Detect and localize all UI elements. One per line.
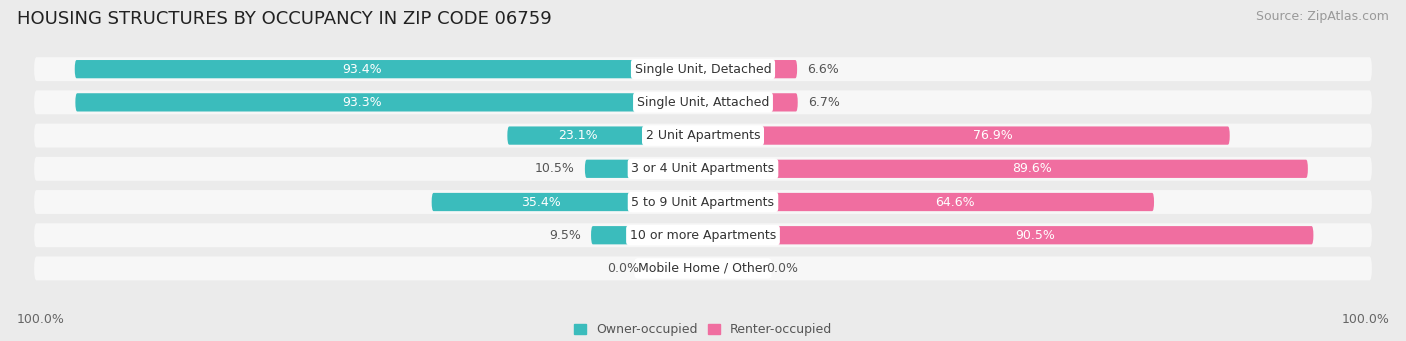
Text: 90.5%: 90.5% [1015, 229, 1054, 242]
Text: 35.4%: 35.4% [520, 195, 561, 208]
Text: 100.0%: 100.0% [17, 313, 65, 326]
Text: Source: ZipAtlas.com: Source: ZipAtlas.com [1256, 10, 1389, 23]
FancyBboxPatch shape [34, 90, 1372, 114]
FancyBboxPatch shape [591, 226, 650, 244]
Text: 9.5%: 9.5% [550, 229, 581, 242]
FancyBboxPatch shape [756, 226, 1313, 244]
FancyBboxPatch shape [76, 93, 650, 112]
Text: Mobile Home / Other: Mobile Home / Other [638, 262, 768, 275]
FancyBboxPatch shape [756, 93, 797, 112]
Text: 3 or 4 Unit Apartments: 3 or 4 Unit Apartments [631, 162, 775, 175]
Text: Single Unit, Attached: Single Unit, Attached [637, 96, 769, 109]
Text: 10 or more Apartments: 10 or more Apartments [630, 229, 776, 242]
Text: 10.5%: 10.5% [534, 162, 575, 175]
FancyBboxPatch shape [756, 193, 1154, 211]
FancyBboxPatch shape [34, 256, 1372, 280]
FancyBboxPatch shape [756, 127, 1230, 145]
FancyBboxPatch shape [34, 57, 1372, 81]
Text: 76.9%: 76.9% [973, 129, 1012, 142]
Text: 100.0%: 100.0% [1341, 313, 1389, 326]
Text: 6.7%: 6.7% [808, 96, 839, 109]
Text: HOUSING STRUCTURES BY OCCUPANCY IN ZIP CODE 06759: HOUSING STRUCTURES BY OCCUPANCY IN ZIP C… [17, 10, 551, 28]
Text: 23.1%: 23.1% [558, 129, 598, 142]
FancyBboxPatch shape [34, 190, 1372, 214]
Text: 5 to 9 Unit Apartments: 5 to 9 Unit Apartments [631, 195, 775, 208]
FancyBboxPatch shape [432, 193, 650, 211]
Legend: Owner-occupied, Renter-occupied: Owner-occupied, Renter-occupied [574, 324, 832, 337]
Text: 6.6%: 6.6% [807, 63, 839, 76]
Text: 93.3%: 93.3% [343, 96, 382, 109]
Text: 64.6%: 64.6% [935, 195, 976, 208]
FancyBboxPatch shape [75, 60, 650, 78]
FancyBboxPatch shape [756, 60, 797, 78]
FancyBboxPatch shape [34, 223, 1372, 247]
Text: 89.6%: 89.6% [1012, 162, 1052, 175]
Text: 0.0%: 0.0% [766, 262, 799, 275]
FancyBboxPatch shape [756, 160, 1308, 178]
FancyBboxPatch shape [34, 124, 1372, 148]
Text: Single Unit, Detached: Single Unit, Detached [634, 63, 772, 76]
FancyBboxPatch shape [34, 157, 1372, 181]
Text: 2 Unit Apartments: 2 Unit Apartments [645, 129, 761, 142]
FancyBboxPatch shape [585, 160, 650, 178]
FancyBboxPatch shape [508, 127, 650, 145]
Text: 0.0%: 0.0% [607, 262, 640, 275]
Text: 93.4%: 93.4% [342, 63, 382, 76]
